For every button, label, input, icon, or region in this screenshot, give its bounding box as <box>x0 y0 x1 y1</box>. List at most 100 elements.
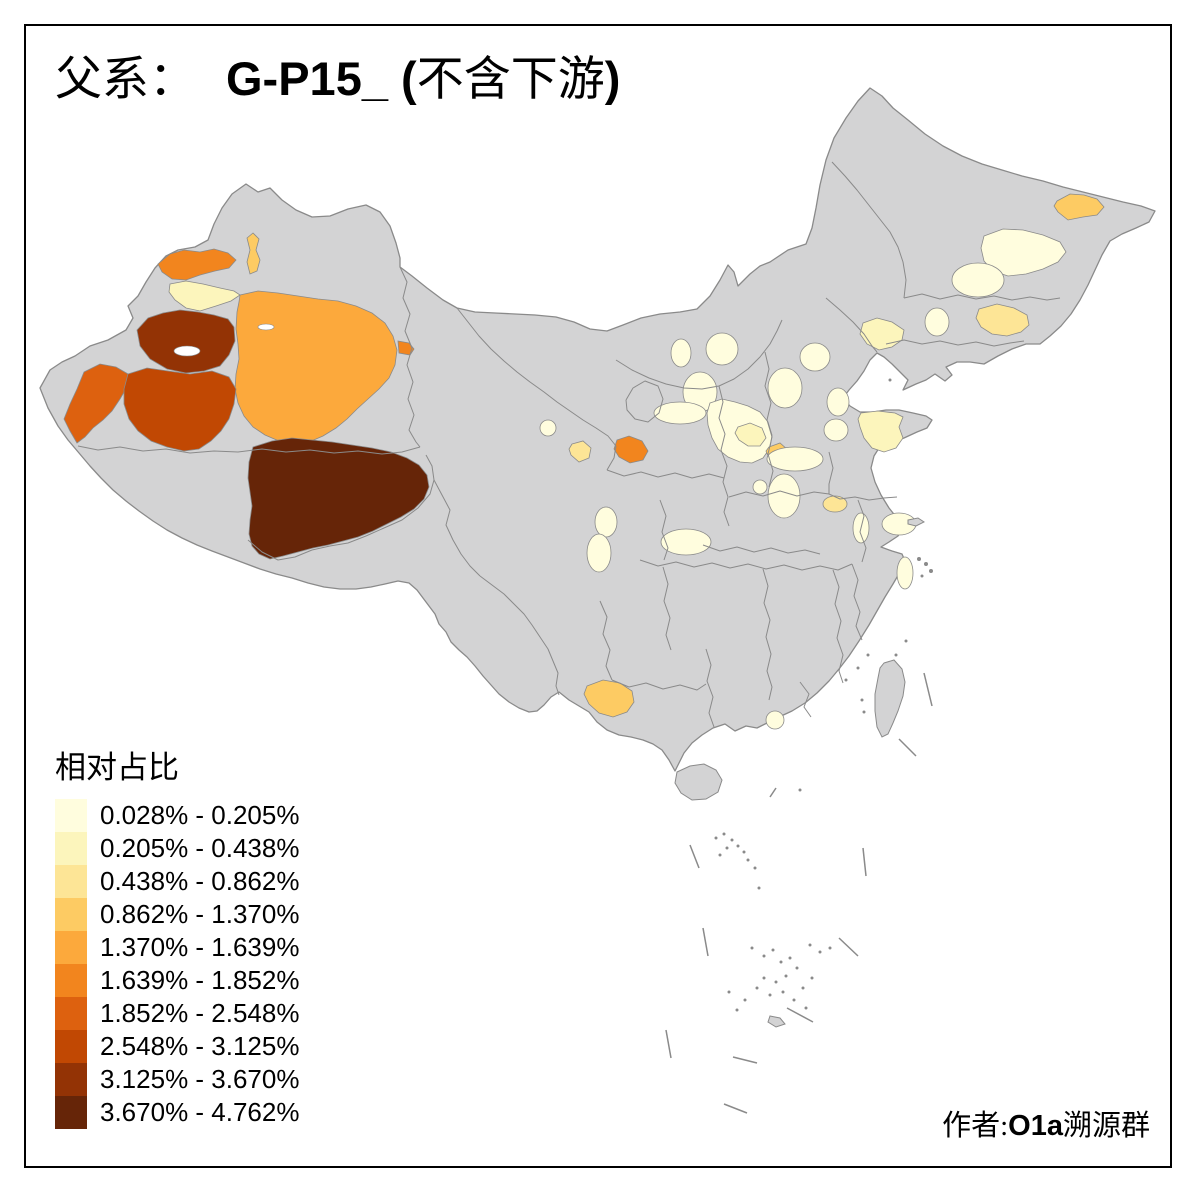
coast-dash <box>923 672 933 707</box>
region-henan-cream <box>767 473 801 519</box>
title-prefix: 父系： <box>55 54 196 106</box>
legend-swatch <box>55 898 87 931</box>
province-border <box>831 161 907 299</box>
island-taiwan <box>874 659 906 738</box>
region-bayingolin <box>234 290 398 445</box>
legend-row: 0.862% - 1.370% <box>55 898 299 931</box>
legend-row: 1.370% - 1.639% <box>55 931 299 964</box>
map-title: 父系： G-P15_ (不含下游) <box>55 52 620 107</box>
province-border <box>456 307 617 447</box>
province-border <box>433 479 481 577</box>
province-border <box>885 339 1025 347</box>
province-border <box>851 563 863 641</box>
legend-row: 3.125% - 3.670% <box>55 1063 299 1096</box>
legend-row: 0.028% - 0.205% <box>55 799 299 832</box>
island-dot <box>795 966 799 970</box>
island-nansha-bank <box>767 1015 786 1028</box>
island-dot <box>771 948 775 952</box>
island-dot <box>714 836 718 840</box>
region-shandong-pale <box>857 410 904 453</box>
region-hohhot-cream <box>705 332 739 366</box>
island-dot <box>779 960 783 964</box>
attribution-prefix: 作者: <box>942 1110 1009 1142</box>
region-linxia <box>613 435 649 464</box>
region-yili <box>168 280 241 312</box>
island-dot <box>920 574 924 578</box>
legend-swatch <box>55 1030 87 1063</box>
province-border <box>625 380 664 423</box>
legend-title: 相对占比 <box>55 750 179 785</box>
attribution: 作者:O1a溯源群 <box>942 1102 1150 1144</box>
coast-dash <box>898 738 917 757</box>
island-dot <box>781 990 785 994</box>
island-dot <box>730 838 734 842</box>
region-gannan-gold <box>568 440 592 463</box>
island-dot <box>762 976 766 980</box>
province-border <box>659 499 669 561</box>
coast-dash <box>838 937 859 957</box>
region-bortala-dark <box>136 309 236 374</box>
region-yulin-cream <box>653 401 707 425</box>
province-border <box>599 600 613 681</box>
legend-label: 3.670% - 4.762% <box>100 1097 300 1127</box>
island-dot <box>917 557 921 561</box>
legend-swatch <box>55 964 87 997</box>
island-dot <box>722 832 726 836</box>
region-jilin-gold <box>975 303 1030 337</box>
island-dot <box>743 998 747 1002</box>
legend-row: 0.438% - 0.862% <box>55 865 299 898</box>
island-dot <box>742 850 746 854</box>
legend-swatch <box>55 1063 87 1096</box>
province-border <box>247 454 435 561</box>
region-harbin-cream <box>980 228 1067 277</box>
province-border <box>857 499 867 563</box>
region-hami-blob <box>397 340 415 356</box>
legend-row: 1.639% - 1.852% <box>55 964 299 997</box>
coast-dash <box>723 1103 748 1114</box>
legend-swatch <box>55 832 87 865</box>
province-border <box>606 445 617 471</box>
legend-row: 2.548% - 3.125% <box>55 1030 299 1063</box>
legend-swatch <box>55 1096 87 1129</box>
lake <box>173 345 201 357</box>
region-fuxin-cream <box>924 307 950 337</box>
region-aksu-hotan <box>123 367 237 452</box>
island-dot <box>718 853 722 857</box>
province-border <box>718 385 730 527</box>
island-chongming <box>907 517 925 527</box>
province-border <box>832 569 844 684</box>
island-dot <box>788 956 792 960</box>
province-border <box>705 648 715 728</box>
island-dot <box>774 980 778 984</box>
province-border <box>825 297 878 353</box>
province-border <box>611 679 707 691</box>
region-hegang <box>1053 193 1105 221</box>
island-dot <box>808 943 812 947</box>
legend-swatch <box>55 931 87 964</box>
island-dot <box>750 946 754 950</box>
region-altay-strip <box>246 232 261 275</box>
island-dot <box>736 844 740 848</box>
region-shijiazhuang-cream <box>766 446 824 472</box>
island-dot <box>862 710 866 714</box>
region-baotou-cream <box>670 338 692 368</box>
province-border <box>399 266 421 448</box>
island-dot <box>762 954 766 958</box>
region-pearl-delta <box>765 710 785 730</box>
island-dot <box>894 653 898 657</box>
island-dot <box>746 858 750 862</box>
island-dot <box>888 378 892 382</box>
island-dot <box>860 698 864 702</box>
island-dot <box>798 788 802 792</box>
island-dot <box>856 666 860 670</box>
island-dot <box>904 639 908 643</box>
attribution-suffix: 溯源群 <box>1062 1110 1150 1142</box>
island-dot <box>727 990 731 994</box>
island-dot <box>753 866 757 870</box>
island-dot <box>792 998 796 1002</box>
province-border <box>828 451 898 501</box>
plot-frame <box>24 24 1172 1168</box>
island-dot <box>810 976 814 980</box>
